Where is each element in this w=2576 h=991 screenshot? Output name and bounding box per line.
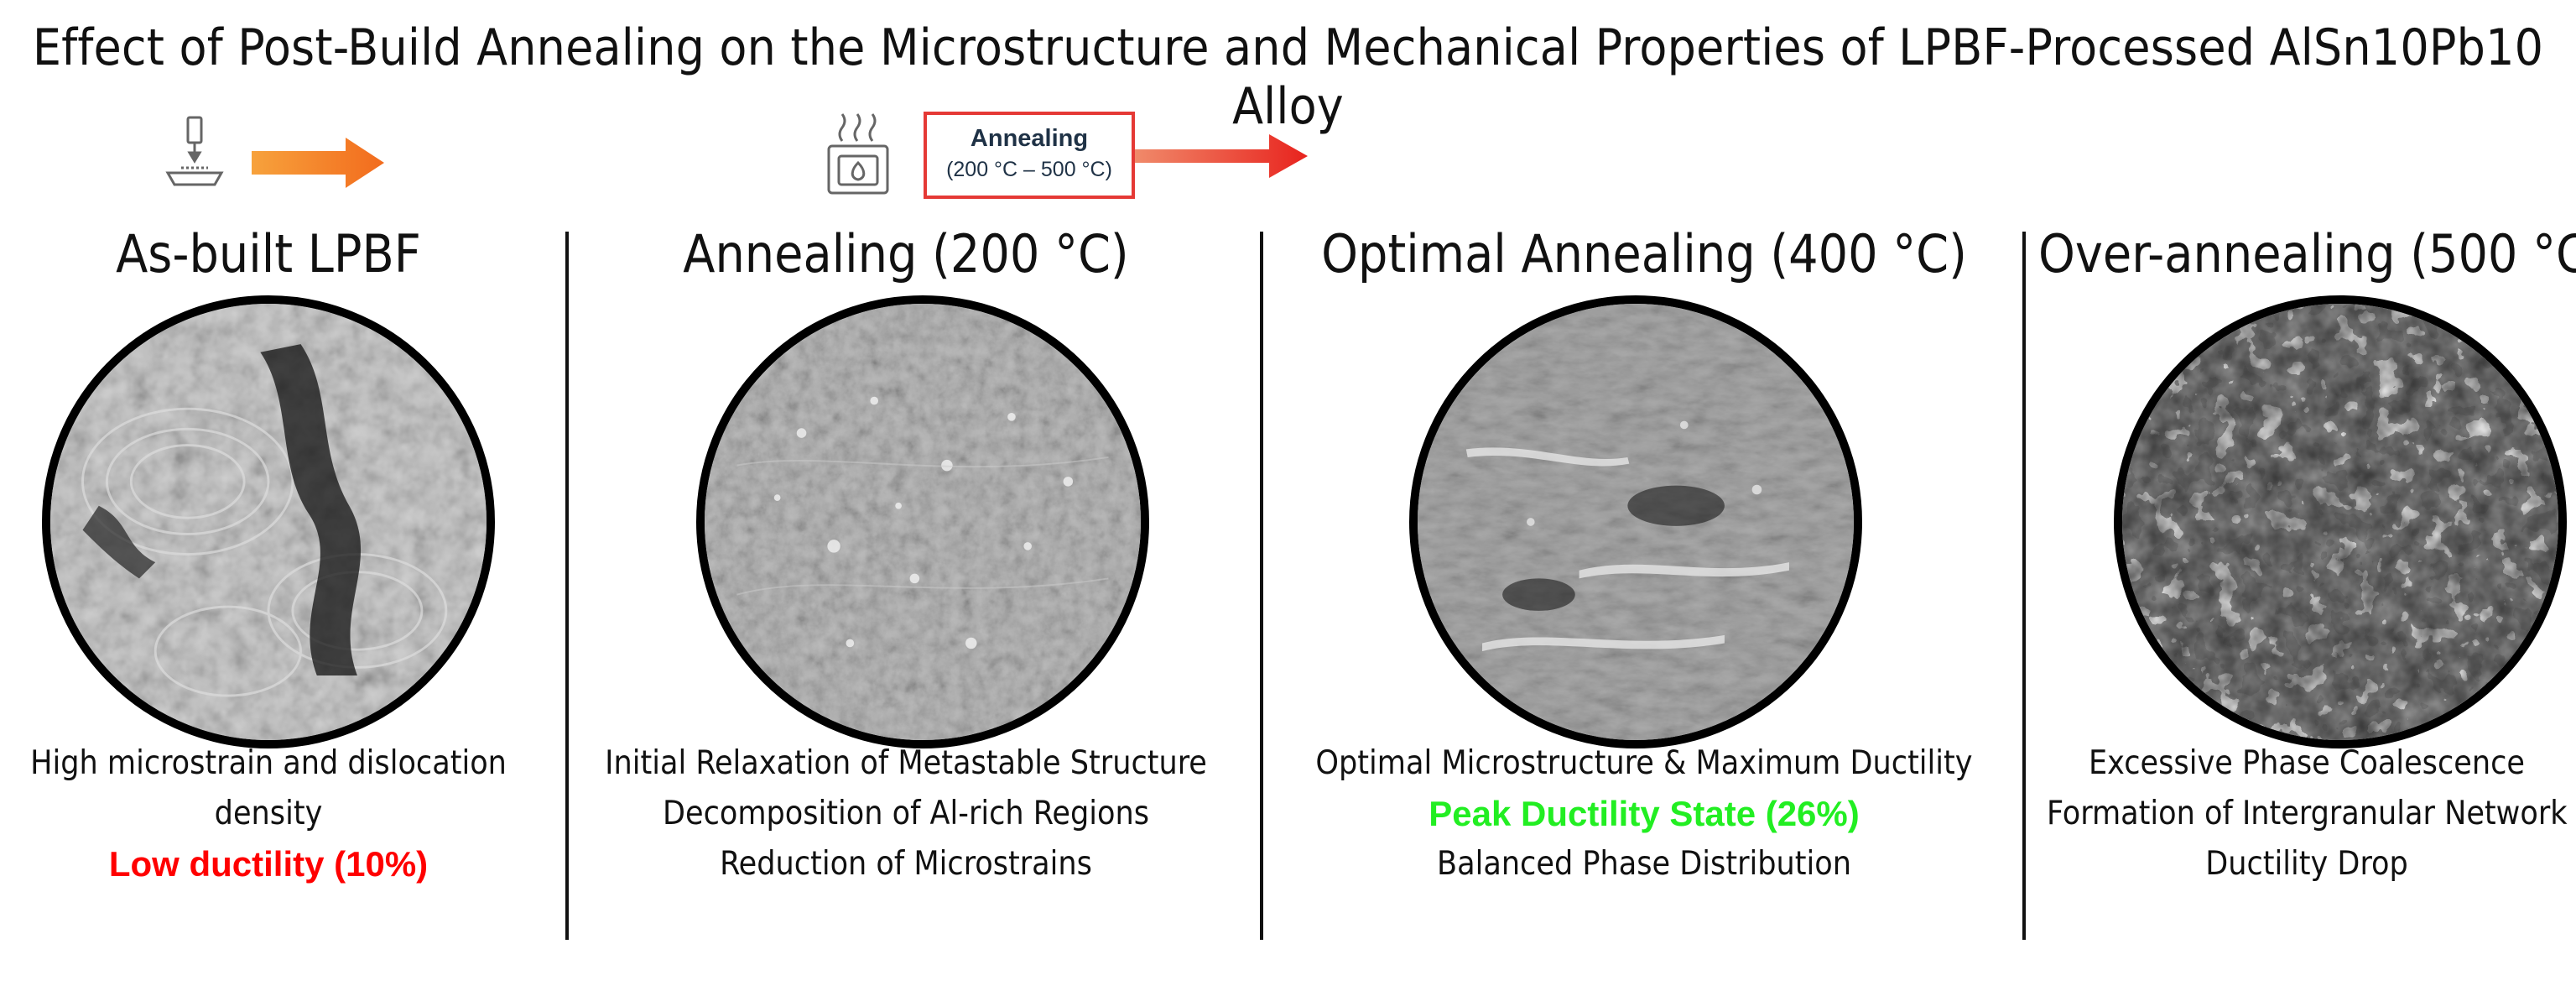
furnace-icon bbox=[827, 113, 889, 195]
description-line: Excessive Phase Coalescence bbox=[2089, 744, 2525, 782]
annealing-range-box: Annealing (200 °C – 500 °C) bbox=[924, 112, 1135, 199]
micrograph-over-annealing-500 bbox=[2114, 295, 2567, 748]
low-ductility-highlight: Low ductility (10%) bbox=[108, 844, 429, 884]
description-line: Initial Relaxation of Metastable Structu… bbox=[605, 744, 1207, 782]
panel-title-over-annealing-500: Over-annealing (500 °C) bbox=[2038, 223, 2576, 284]
arrow-right-icon bbox=[252, 138, 384, 188]
panel-description-annealing-200: Initial Relaxation of Metastable Structu… bbox=[604, 738, 1208, 889]
panel-title-as-built: As-built LPBF bbox=[116, 223, 421, 284]
main-title: Effect of Post-Build Annealing on the Mi… bbox=[32, 18, 2544, 136]
divider bbox=[565, 232, 569, 940]
panel-title-annealing-200: Annealing (200 °C) bbox=[683, 223, 1129, 284]
peak-ductility-highlight: Peak Ductility State (26%) bbox=[1429, 794, 1860, 833]
panel-description-optimal-400: Optimal Microstructure & Maximum Ductili… bbox=[1292, 738, 1996, 889]
micrograph-annealing-200 bbox=[696, 295, 1149, 748]
annealing-label: Annealing bbox=[970, 125, 1089, 152]
arrow-right-icon bbox=[1135, 134, 1308, 178]
description-line: High microstrain and dislocation bbox=[30, 744, 507, 782]
description-line: Ductility Drop bbox=[2205, 845, 2408, 883]
panel-title-optimal-400: Optimal Annealing (400 °C) bbox=[1321, 223, 1967, 284]
panel-description-over-annealing-500: Excessive Phase Coalescence Formation of… bbox=[2047, 738, 2568, 889]
annealing-range: (200 °C – 500 °C) bbox=[946, 158, 1112, 181]
divider bbox=[2022, 232, 2026, 940]
description-line: Reduction of Microstrains bbox=[720, 845, 1092, 883]
description-line: Optimal Microstructure & Maximum Ductili… bbox=[1315, 744, 1973, 782]
panel-description-as-built: High microstrain and dislocation density… bbox=[17, 738, 520, 889]
description-line: Decomposition of Al-rich Regions bbox=[662, 795, 1150, 832]
description-line: Formation of Intergranular Network bbox=[2047, 795, 2568, 832]
divider bbox=[1260, 232, 1263, 940]
description-line: Balanced Phase Distribution bbox=[1437, 845, 1851, 883]
micrograph-as-built bbox=[42, 295, 495, 748]
micrograph-optimal-400 bbox=[1409, 295, 1862, 748]
description-line: density bbox=[214, 795, 323, 832]
3d-printer-icon bbox=[165, 116, 224, 186]
